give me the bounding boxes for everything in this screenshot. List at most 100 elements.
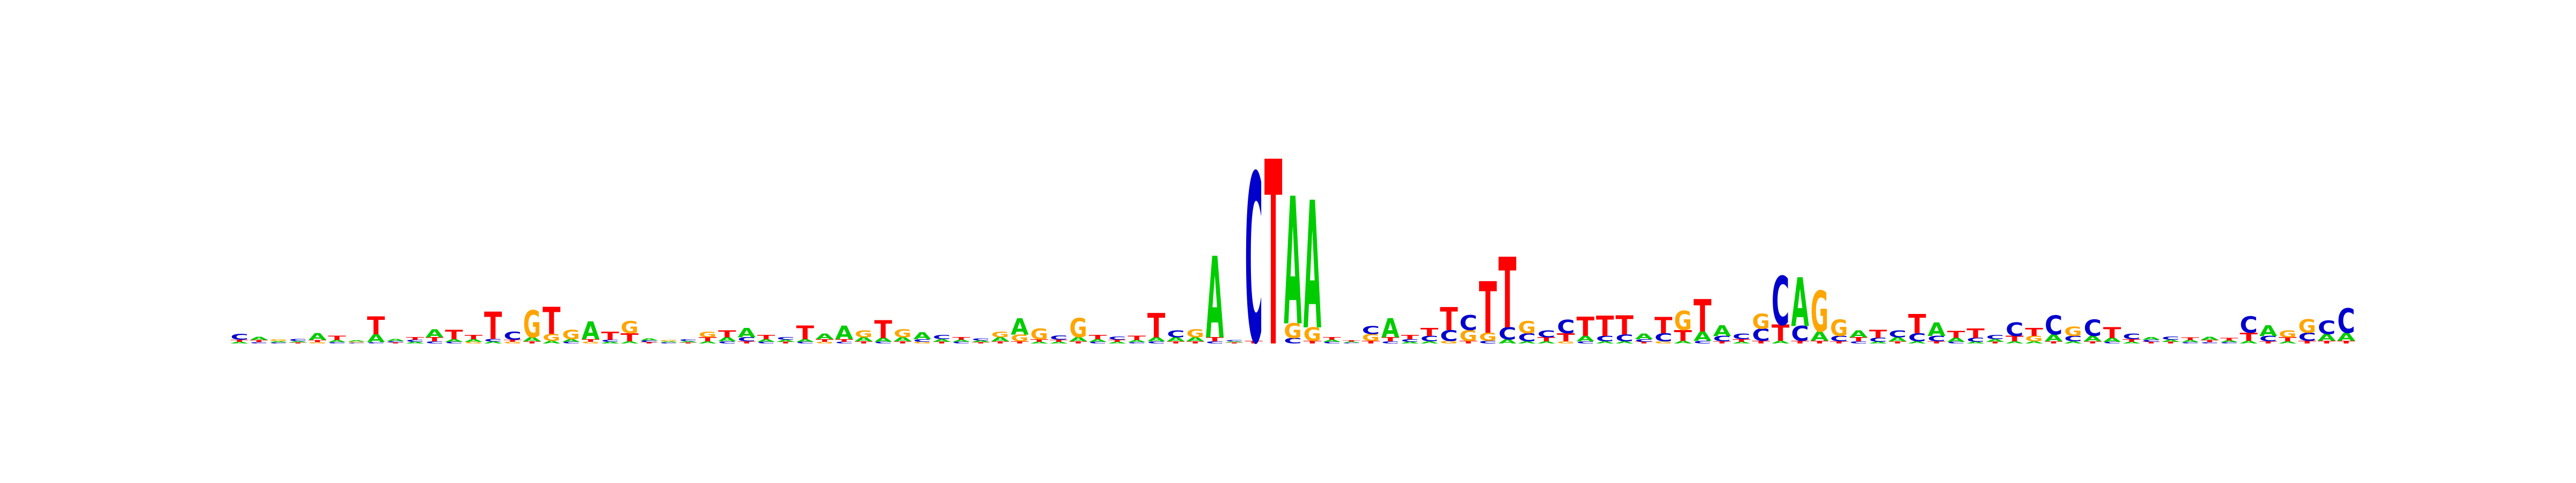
logo-position-11: CTA: [426, 327, 444, 344]
logo-letter-g: G: [2025, 335, 2043, 343]
logo-letter-g: G: [465, 341, 482, 344]
logo-letter-a: A: [2279, 341, 2297, 344]
logo-letter-c: C: [2201, 342, 2219, 344]
logo-letter-t: T: [1304, 340, 1322, 345]
logo-letter-a: A: [640, 338, 658, 341]
logo-letter-t: T: [894, 341, 912, 344]
logo-letter-t: T: [1752, 340, 1770, 345]
logo-position-57: CAT: [1323, 336, 1341, 344]
logo-letter-a: A: [738, 325, 756, 340]
logo-letter-c: C: [777, 336, 794, 341]
logo-letter-t: T: [2084, 341, 2102, 344]
logo-letter-c: C: [1889, 329, 1906, 340]
logo-position-101: CAT: [2181, 336, 2199, 344]
logo-letter-t: T: [757, 334, 775, 341]
logo-position-93: AGT: [2025, 326, 2044, 345]
logo-letter-a: A: [1889, 336, 1907, 343]
logo-position-107: TCG: [2298, 316, 2316, 345]
logo-position-41: TGA: [1011, 314, 1029, 344]
logo-position-51: CTA: [1206, 234, 1224, 364]
logo-letter-g: G: [660, 340, 677, 342]
logo-letter-a: A: [913, 331, 932, 342]
logo-letter-c: C: [269, 342, 287, 343]
logo-letter-c: C: [2162, 335, 2179, 341]
logo-letter-a: A: [2259, 322, 2277, 340]
logo-letter-a: A: [1069, 336, 1087, 343]
logo-letter-a: A: [1849, 328, 1868, 340]
logo-letter-a: A: [991, 336, 1009, 343]
logo-letter-a: A: [1966, 341, 1985, 344]
logo-letter-t: T: [1908, 309, 1926, 340]
logo-letter-c: C: [1655, 331, 1672, 344]
logo-position-23: CAG: [660, 340, 678, 344]
logo-letter-t: T: [1362, 340, 1380, 345]
logo-letter-t: T: [2162, 341, 2180, 344]
logo-letter-t: T: [874, 316, 892, 344]
logo-position-35: TAG: [894, 327, 912, 344]
logo-letter-c: C: [1615, 333, 1633, 343]
logo-letter-a: A: [1421, 341, 1439, 344]
logo-letter-t: T: [1928, 341, 1946, 344]
logo-letter-c: C: [2181, 342, 2199, 344]
logo-letter-c: C: [1713, 334, 1731, 343]
logo-position-73: TCA: [1635, 332, 1653, 344]
logo-letter-t: T: [1459, 340, 1477, 345]
logo-position-76: CAT: [1694, 291, 1712, 345]
logo-letter-t: T: [1986, 341, 2004, 344]
logo-position-30: CAT: [796, 323, 815, 344]
logo-letter-a: A: [2084, 334, 2102, 343]
logo-letter-c: C: [503, 330, 521, 342]
logo-letter-t: T: [855, 341, 873, 344]
logo-letter-t: T: [1206, 336, 1224, 343]
logo-position-10: ACT: [406, 336, 425, 344]
logo-letter-t: T: [1421, 326, 1439, 339]
logo-letter-a: A: [523, 336, 541, 343]
logo-letter-a: A: [757, 339, 775, 343]
logo-letter-t: T: [1030, 339, 1049, 343]
logo-position-97: CAT: [2103, 324, 2121, 344]
logo-letter-g: G: [503, 341, 521, 344]
logo-letter-t: T: [582, 339, 600, 343]
logo-letter-c: C: [1577, 341, 1594, 345]
logo-letter-c: C: [1108, 335, 1126, 341]
logo-letter-stacks: ATCCTACAGTACGTACATCGACATTCAACTCTACATGATA…: [230, 109, 2355, 404]
logo-position-78: ATC: [1732, 332, 1751, 344]
logo-position-88: TCA: [1928, 319, 1946, 344]
logo-letter-t: T: [796, 323, 814, 344]
logo-position-63: GCT: [1440, 301, 1458, 345]
logo-position-7: CGA: [348, 340, 366, 343]
logo-letter-t: T: [972, 342, 990, 344]
logo-position-60: CTA: [1381, 313, 1400, 344]
logo-letter-c: C: [484, 338, 502, 342]
logo-position-61: ACT: [1401, 334, 1419, 344]
logo-letter-t: T: [1011, 341, 1029, 344]
logo-position-48: CAT: [1147, 307, 1166, 346]
logo-letter-c: C: [1147, 341, 1165, 345]
logo-letter-a: A: [386, 339, 405, 342]
logo-letter-a: A: [601, 341, 619, 344]
logo-letter-c: C: [1225, 340, 1243, 342]
logo-letter-a: A: [2162, 339, 2180, 342]
logo-letter-a: A: [1791, 265, 1809, 343]
logo-letter-t: T: [1713, 341, 1731, 344]
logo-position-15: GTC: [503, 330, 522, 344]
logo-letter-g: G: [1362, 332, 1380, 343]
logo-letter-a: A: [2025, 341, 2044, 344]
logo-letter-t: T: [543, 300, 560, 343]
logo-letter-t: T: [523, 341, 541, 344]
logo-letter-t: T: [1050, 339, 1068, 342]
logo-letter-a: A: [426, 327, 444, 340]
logo-position-100: TAC: [2162, 335, 2180, 344]
logo-letter-a: A: [1538, 341, 1556, 344]
logo-position-62: ACT: [1421, 326, 1439, 345]
logo-letter-t: T: [1498, 238, 1516, 350]
logo-letter-g: G: [894, 327, 911, 340]
logo-letter-t: T: [2045, 341, 2063, 344]
logo-letter-a: A: [289, 341, 308, 343]
logo-letter-a: A: [465, 339, 483, 343]
logo-letter-t: T: [250, 340, 268, 343]
logo-position-12: CAT: [445, 327, 463, 344]
logo-letter-c: C: [1323, 341, 1341, 344]
logo-position-16: TAG: [523, 303, 541, 347]
logo-position-32: CTA: [835, 323, 853, 344]
